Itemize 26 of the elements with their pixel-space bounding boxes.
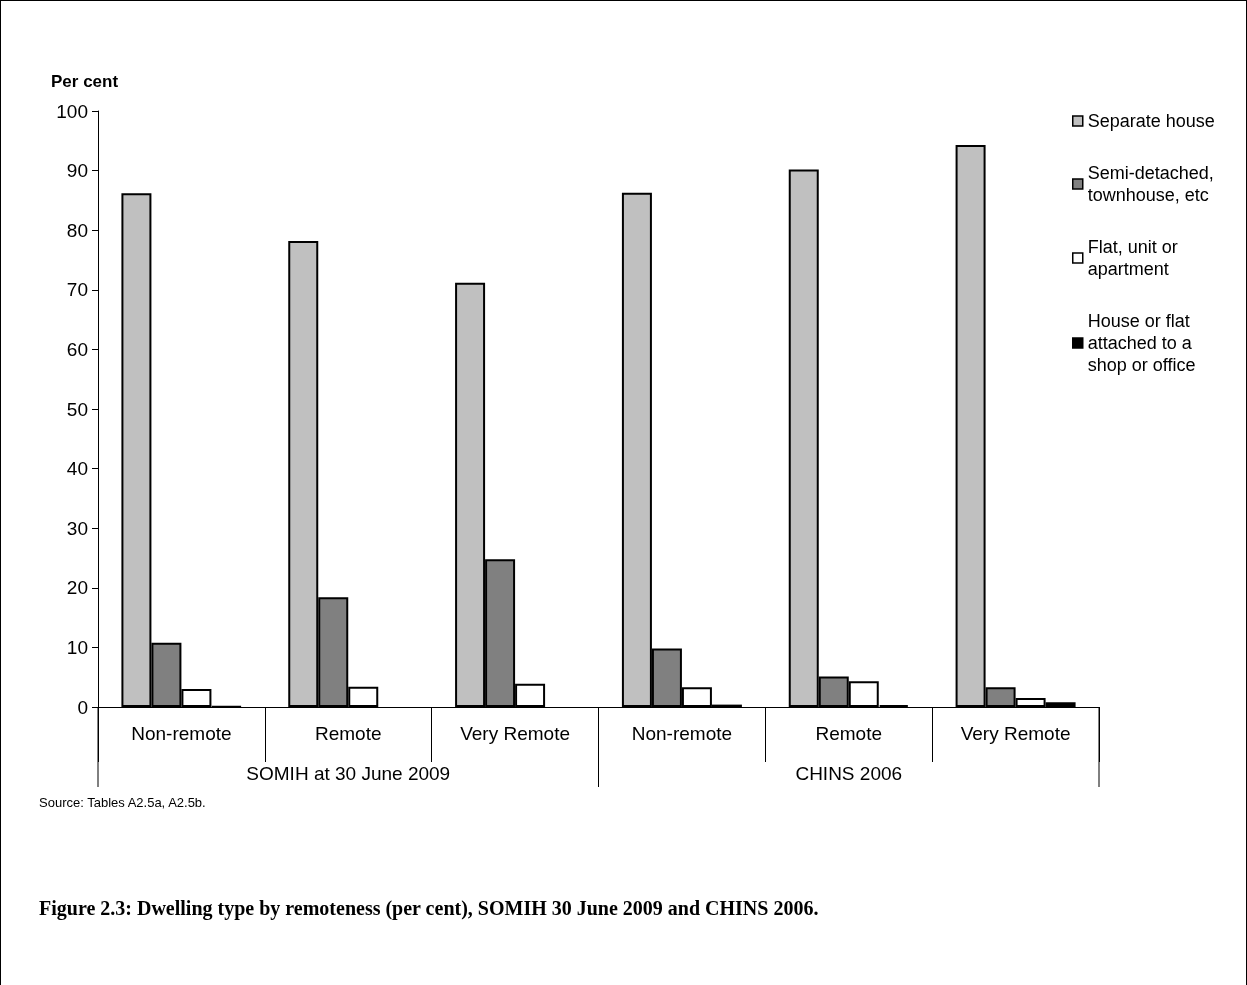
text: CHINS 2006 xyxy=(795,762,903,784)
y-tick-label: 10 xyxy=(66,636,88,658)
x-tick-label: Remote xyxy=(815,723,883,744)
legend-label: Semi-detached, townhouse, etc xyxy=(1087,163,1219,205)
legend-label: Flat, unit or apartment xyxy=(1087,237,1183,279)
y-axis-title: Per cent xyxy=(51,72,119,91)
y-tick-label: 30 xyxy=(66,517,88,539)
y-tick-label: 80 xyxy=(66,219,88,241)
y-tick-label: 40 xyxy=(66,458,88,480)
text: SOMIH at 30 June 2009 xyxy=(246,762,451,784)
legend-label: Separate house xyxy=(1087,111,1215,131)
source-note: Source: Tables A2.5a, A2.5b. xyxy=(39,795,206,810)
y-tick-label: 70 xyxy=(66,279,88,301)
text: Figure 2.3: Dwelling type by remoteness (per cent), SOMIH 30 June 2009 and CHINS 2006. xyxy=(39,897,819,920)
x-tick-label: Very Remote xyxy=(460,723,570,744)
x-tick-label: Remote xyxy=(314,723,382,744)
y-tick-label: 50 xyxy=(66,398,88,420)
x-tick-label: Non-remote xyxy=(631,723,733,744)
x-tick-label: Non-remote xyxy=(131,723,232,744)
x-tick-label: Very Remote xyxy=(960,723,1071,744)
y-tick-label: 0 xyxy=(77,696,88,718)
y-tick-label: 90 xyxy=(66,160,88,182)
legend-label: House or flat attached to a shop or office xyxy=(1087,311,1197,375)
y-tick-label: 100 xyxy=(56,100,88,122)
y-tick-label: 20 xyxy=(66,577,88,599)
y-tick-label: 60 xyxy=(66,338,88,360)
